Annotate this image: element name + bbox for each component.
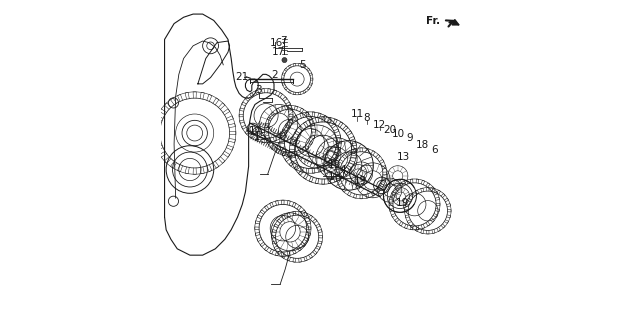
Text: 4: 4 (340, 164, 346, 174)
Text: 12: 12 (373, 120, 387, 130)
Text: 19: 19 (354, 176, 367, 186)
Text: 11: 11 (351, 109, 364, 119)
Text: 18: 18 (415, 140, 429, 150)
Text: 3: 3 (255, 85, 262, 95)
Circle shape (282, 58, 287, 63)
Text: 9: 9 (406, 133, 413, 143)
Text: 21: 21 (236, 72, 249, 82)
Text: 19: 19 (396, 198, 409, 208)
Text: 8: 8 (364, 113, 371, 123)
Text: 10: 10 (392, 129, 405, 139)
Text: 15: 15 (253, 132, 267, 142)
Text: 2: 2 (271, 70, 278, 80)
Text: 7: 7 (280, 36, 287, 46)
Text: 16: 16 (269, 38, 283, 48)
Text: 20: 20 (383, 125, 396, 135)
Text: 13: 13 (397, 152, 410, 163)
Text: 19: 19 (328, 160, 341, 170)
Text: 6: 6 (431, 146, 438, 156)
Text: Fr.: Fr. (426, 16, 440, 26)
Text: 17: 17 (272, 47, 285, 57)
Text: 14: 14 (249, 126, 262, 136)
Text: 5: 5 (300, 60, 306, 70)
Text: 1: 1 (328, 172, 335, 182)
